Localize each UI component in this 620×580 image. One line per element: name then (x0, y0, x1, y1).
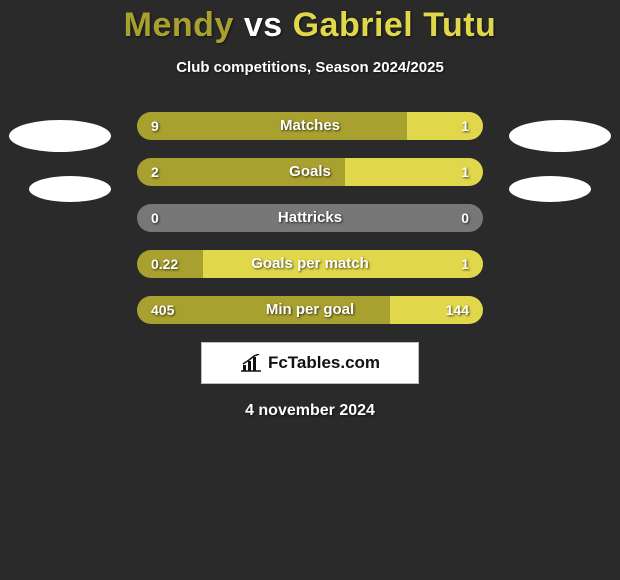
date-label: 4 november 2024 (0, 402, 620, 420)
bar-right (345, 158, 483, 186)
logo-box: FcTables.com (201, 342, 419, 384)
bar-left (137, 158, 345, 186)
title-player2: Gabriel Tutu (293, 6, 497, 44)
title-vs: vs (244, 6, 283, 44)
page-title: Mendy vs Gabriel Tutu (0, 0, 620, 45)
bar-left (137, 250, 203, 278)
stat-row: 2 Goals 1 (0, 158, 620, 186)
bar-right (390, 296, 483, 324)
bar-chart-icon (240, 354, 262, 372)
stat-bar: 9 Matches 1 (137, 112, 483, 140)
stat-bar: 0.22 Goals per match 1 (137, 250, 483, 278)
comparison-chart: 9 Matches 1 2 Goals 1 0 Hattricks 0 0.22… (0, 112, 620, 324)
stat-row: 9 Matches 1 (0, 112, 620, 140)
bar-right (203, 250, 483, 278)
stat-row: 0.22 Goals per match 1 (0, 250, 620, 278)
stat-row: 405 Min per goal 144 (0, 296, 620, 324)
subtitle: Club competitions, Season 2024/2025 (0, 59, 620, 76)
stat-bar: 0 Hattricks 0 (137, 204, 483, 232)
stat-bar: 2 Goals 1 (137, 158, 483, 186)
bar-left (137, 112, 407, 140)
logo-text: FcTables.com (268, 353, 380, 373)
bar-left (137, 296, 390, 324)
bar-right (407, 112, 483, 140)
stat-row: 0 Hattricks 0 (0, 204, 620, 232)
stat-bar: 405 Min per goal 144 (137, 296, 483, 324)
title-player1: Mendy (124, 6, 234, 44)
bar-left (137, 204, 483, 232)
